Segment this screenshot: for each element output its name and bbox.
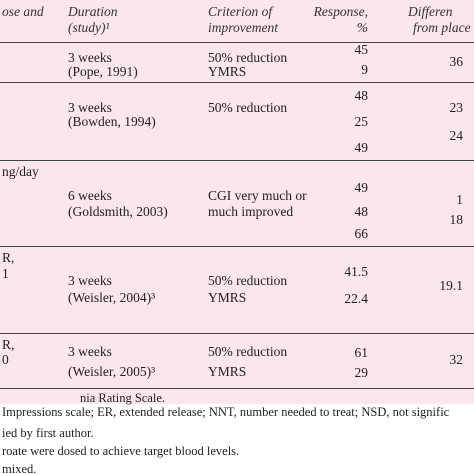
criterion-cell: 50% reduction <box>208 344 288 359</box>
response-cell: 48 <box>354 88 369 103</box>
duration-cell: (Weisler, 2005)³ <box>68 364 156 379</box>
criterion-cell: much improved <box>208 204 294 219</box>
drug-cell: 0 <box>2 352 9 367</box>
duration-cell: (Bowden, 1994) <box>68 114 156 129</box>
duration-cell: (Pope, 1991) <box>68 64 138 79</box>
difference-cell: 32 <box>449 352 464 367</box>
header-cell: Criterion of <box>208 4 273 19</box>
response-cell: 49 <box>354 140 369 155</box>
difference-cell: 19.1 <box>439 278 463 293</box>
row-rule <box>0 82 474 83</box>
duration-cell: (Goldsmith, 2003) <box>68 204 168 219</box>
criterion-cell: YMRS <box>208 364 247 379</box>
row-rule <box>0 246 474 247</box>
difference-cell: 1 <box>456 192 463 207</box>
criterion-cell: 50% reduction <box>208 50 288 65</box>
header-cell: Duration <box>68 4 118 19</box>
row-rule <box>0 42 474 43</box>
response-cell: 49 <box>354 180 369 195</box>
response-cell: 66 <box>354 226 369 241</box>
duration-cell: (Weisler, 2004)³ <box>68 290 156 305</box>
response-cell: 41.5 <box>344 264 368 279</box>
criterion-cell: YMRS <box>208 290 247 305</box>
header-cell: ose and <box>2 4 44 19</box>
header-cell: Differen <box>408 4 453 19</box>
criterion-cell: 50% reduction <box>208 273 288 288</box>
header-cell: from place <box>413 20 471 35</box>
header-cell: % <box>356 20 368 35</box>
response-cell: 48 <box>354 204 369 219</box>
difference-cell: 18 <box>449 212 464 227</box>
response-cell: 61 <box>354 345 369 360</box>
row-rule <box>0 388 474 389</box>
header-cell: improvement <box>208 20 278 35</box>
drug-cell: R, <box>2 250 15 265</box>
header-cell: Response, <box>313 4 368 19</box>
drug-cell: 1 <box>2 266 9 281</box>
drug-cell: ng/day <box>2 164 39 179</box>
response-cell: 9 <box>361 62 368 77</box>
drug-cell: R, <box>2 337 15 352</box>
criterion-cell: YMRS <box>208 64 247 79</box>
response-cell: 29 <box>354 365 369 380</box>
difference-cell: 23 <box>449 100 464 115</box>
duration-cell: 3 weeks <box>68 50 112 65</box>
footnote: ied by first author. <box>2 426 94 440</box>
table-background <box>0 0 474 404</box>
footnote: mixed. <box>2 462 37 474</box>
criterion-cell: CGI very much or <box>208 188 307 203</box>
difference-cell: 36 <box>449 54 464 69</box>
duration-cell: 6 weeks <box>68 188 112 203</box>
row-rule <box>0 160 474 161</box>
response-cell: 25 <box>354 114 369 129</box>
footnote: Impressions scale; ER, extended release;… <box>2 405 450 419</box>
row-rule <box>0 333 474 334</box>
footnote: roate were dosed to achieve target blood… <box>2 444 240 458</box>
duration-cell: 3 weeks <box>68 273 112 288</box>
duration-cell: 3 weeks <box>68 344 112 359</box>
difference-cell: 24 <box>449 128 464 143</box>
response-cell: 22.4 <box>344 291 368 306</box>
response-cell: 45 <box>354 42 369 57</box>
criterion-cell: 50% reduction <box>208 100 288 115</box>
header-cell: (study)¹ <box>68 20 110 35</box>
duration-cell: 3 weeks <box>68 100 112 115</box>
footnote: nia Rating Scale. <box>80 391 166 405</box>
